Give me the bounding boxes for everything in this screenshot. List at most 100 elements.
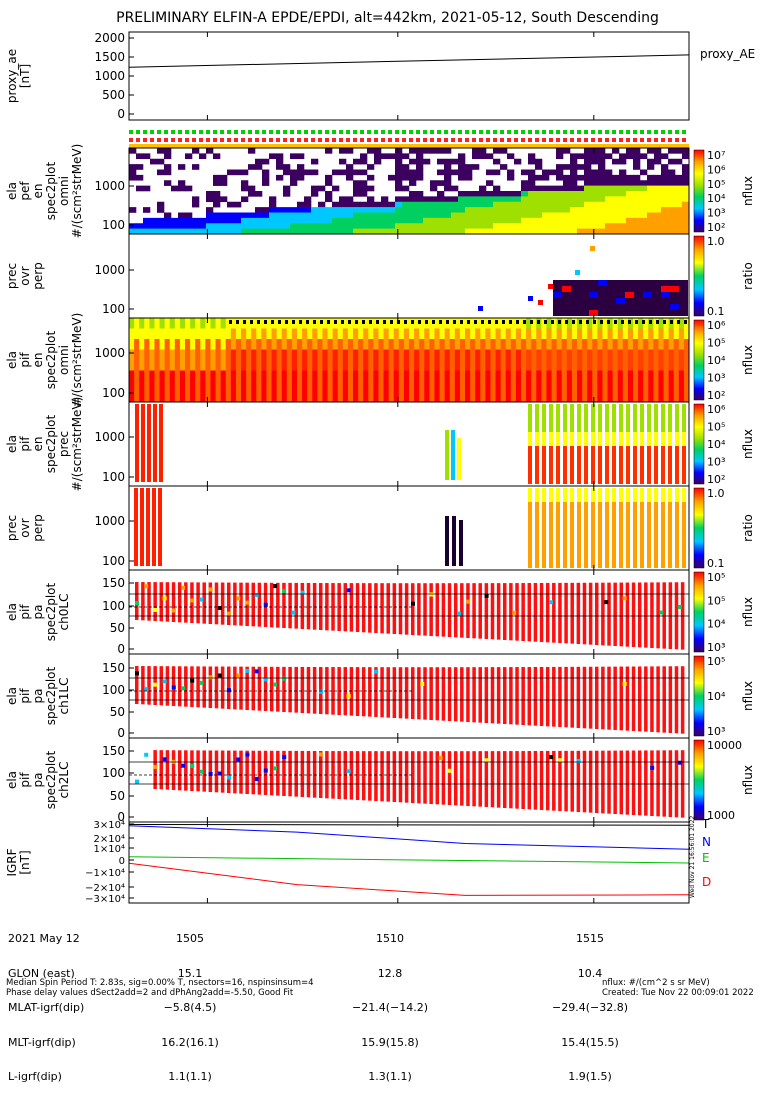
status-green [549,130,553,134]
heatmap-cell [332,185,340,192]
heatmap-cell [404,751,409,803]
heatmap-cell [367,148,375,154]
heatmap-cell [227,750,231,793]
heatmap-cell [490,349,496,361]
heatmap-cell [661,153,669,160]
heatmap-cell [276,223,284,229]
heatmap-cell [556,228,564,235]
heatmap-cell [619,174,627,181]
heatmap-cell [546,318,552,329]
status-red [171,138,175,142]
colorbar-tick-label: 10⁴ [707,438,726,451]
heatmap-cell [251,582,256,627]
status-green [185,130,189,134]
heatmap-cell [157,207,165,213]
heatmap-cell [507,191,515,197]
heatmap-cell [227,201,235,208]
heatmap-cell [582,318,588,329]
heatmap-cell [210,381,216,392]
heatmap-cell [299,320,302,324]
heatmap-cell [617,328,624,340]
status-green [227,130,231,134]
status-red [458,138,462,142]
heatmap-cell [208,750,213,792]
heatmap-cell [261,328,267,340]
heatmap-cell [500,349,507,361]
heatmap-cell [241,196,249,203]
heatmap-cell [430,228,438,235]
heatmap-cell [225,339,232,350]
heatmap-cell [510,339,517,350]
status-green [493,130,497,134]
heatmap-cell [584,228,592,235]
heatmap-cell [245,668,250,673]
heatmap-cell [307,349,313,361]
heatmap-cell [271,328,278,340]
heatmap-cell [135,582,139,620]
heatmap-cell [465,164,473,170]
heatmap-cell [381,207,389,213]
heatmap-cell [683,328,690,340]
heatmap-cell [562,292,571,298]
heatmap-cell [360,207,368,213]
heatmap-cell [528,223,536,229]
colorbar-tick-label: 10⁵ [707,571,725,584]
heatmap-cell [423,207,431,213]
heatmap-cell [159,339,166,350]
heatmap-cell [312,339,318,350]
heatmap-cell [290,180,298,186]
heatmap-cell [612,158,620,165]
heatmap-cell [661,201,669,208]
heatmap-cell [395,174,403,181]
status-green [535,130,539,134]
heatmap-cell [500,217,508,224]
heatmap-cell [439,360,446,371]
y-tick-label: 2000 [94,31,125,45]
heatmap-cell [643,381,649,392]
heatmap-cell [479,196,487,203]
heatmap-cell [496,667,501,724]
heatmap-cell [325,180,333,186]
heatmap-cell [437,196,445,203]
colorbar-tick-label: 10⁴ [707,618,726,631]
heatmap-cell [154,370,160,382]
heatmap-cell [241,360,247,371]
heatmap-cell [643,280,652,286]
heatmap-cell [682,488,686,568]
heatmap-cell [514,207,522,213]
heatmap-cell [661,180,669,186]
heatmap-cell [332,360,339,371]
heatmap-cell [625,666,630,731]
heatmap-cell [416,196,424,203]
heatmap-cell [617,370,624,382]
heatmap-cell [577,153,585,160]
heatmap-cell [254,669,259,674]
heatmap-cell [460,751,464,806]
heatmap-cell [439,328,446,340]
heatmap-cell [495,370,502,382]
heatmap-cell [514,223,522,229]
heatmap-cell [612,432,616,446]
heatmap-cell [675,207,683,213]
heatmap-cell [670,280,679,286]
heatmap-cell [319,752,323,757]
colorbar [693,571,705,653]
heatmap-cell [485,381,491,392]
heatmap-cell [255,158,263,165]
heatmap-cell [546,339,552,350]
heatmap-cell [261,360,267,371]
heatmap-cell [346,588,351,593]
heatmap-cell [591,174,599,181]
heatmap-cell [584,217,592,224]
heatmap-cell [580,292,589,298]
heatmap-cell [358,370,364,382]
heatmap-cell [460,583,464,638]
heatmap-cell [337,339,344,350]
y-axis-label: prec [5,263,19,289]
heatmap-cell [297,223,305,229]
heatmap-cell [605,404,609,432]
heatmap-cell [638,328,644,340]
status-red [339,138,343,142]
heatmap-cell [185,349,191,361]
